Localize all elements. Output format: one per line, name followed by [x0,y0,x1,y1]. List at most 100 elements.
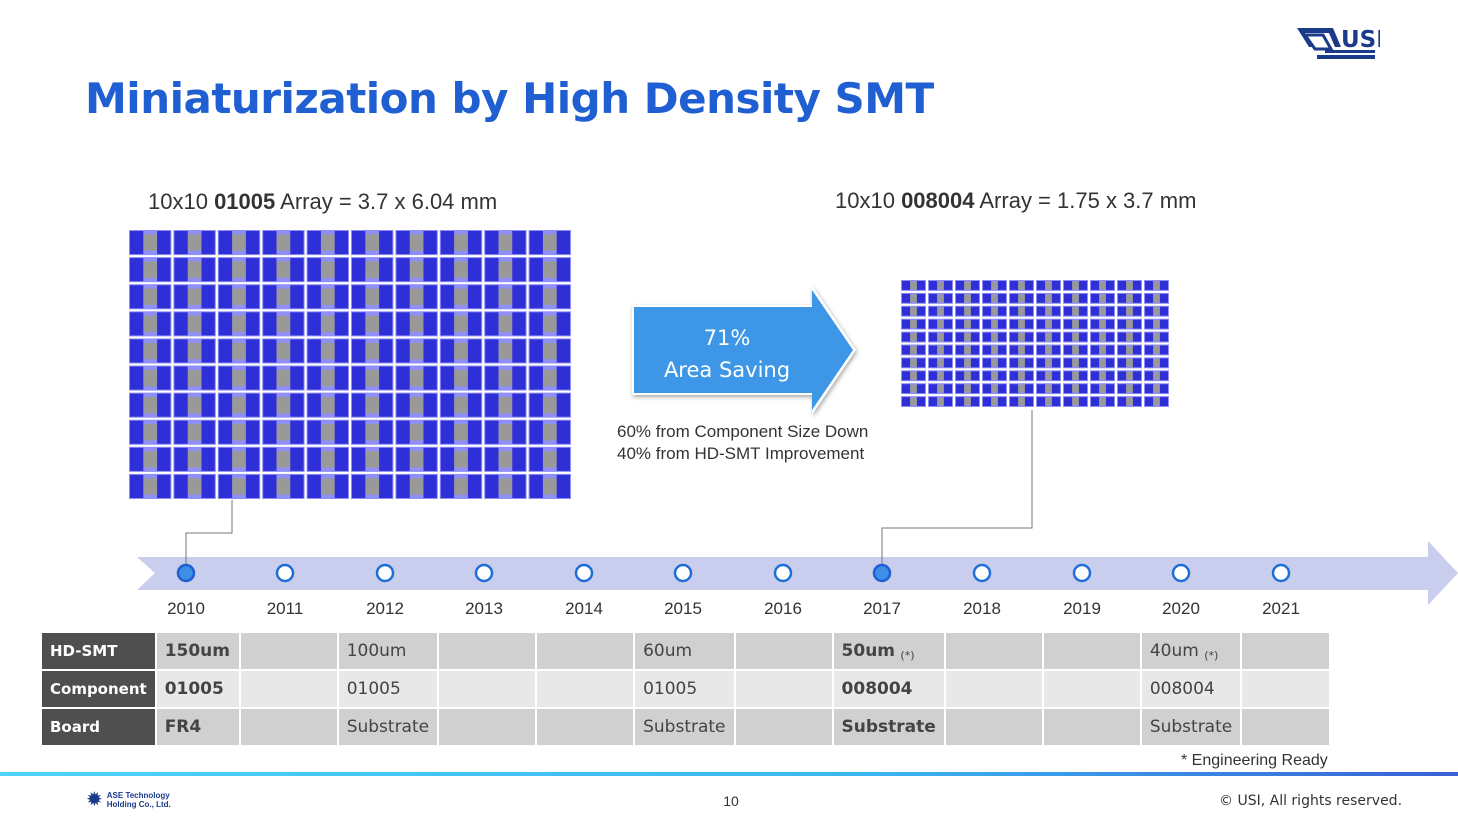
ase-logo: ✹ ASE Technology Holding Co., Ltd. [86,787,177,812]
right-array-component [982,318,1007,330]
right-array-component [955,305,980,317]
right-array-component [1144,305,1169,317]
cell-value: 008004 [1149,679,1215,699]
footnote: * Engineering Ready [1181,752,1328,769]
right-array-component [1036,318,1061,330]
table-cell [1240,631,1332,671]
right-array-component [928,305,953,317]
left-array-component [306,419,349,445]
table-cell: 01005 [154,669,241,709]
left-array-component [173,446,216,472]
table-row: Component 01005 01005 01005 008004 008004 [40,669,1332,709]
right-array-component [1036,331,1061,343]
left-array-component [262,473,305,499]
right-array-component [1117,280,1142,291]
right-array-component [955,280,980,291]
right-array-component [928,370,953,382]
left-array-component [395,446,438,472]
right-array-component [901,344,926,356]
company-name: ASE Technology Holding Co., Ltd. [106,790,171,809]
cell-value: 40um [1149,640,1199,661]
caption-suffix: Array = 3.7 x 6.04 mm [275,189,498,214]
left-array-component [528,473,571,499]
left-array-component [306,230,349,256]
milestone-2010 [176,563,196,583]
right-array-component [1063,357,1088,369]
left-array-component [129,284,172,310]
timeline-arrow [137,541,1458,605]
right-array-component [1144,292,1169,304]
right-array-component [901,357,926,369]
table-cell [733,669,834,709]
engineering-ready-mark: (*) [900,648,915,662]
right-array-component [1063,396,1088,407]
right-array-component [982,305,1007,317]
right-array-component [1090,370,1115,382]
right-array-component [1036,357,1061,369]
right-array-component [1009,357,1034,369]
left-array-component [395,338,438,364]
right-array-component [982,357,1007,369]
left-array-component [262,257,305,283]
right-array-component [982,292,1007,304]
right-array-component [1036,383,1061,395]
table-cell: 60um [633,631,736,671]
right-array-component [901,396,926,407]
milestone-2016 [773,563,793,583]
left-array-component [439,473,483,499]
left-array-component [439,311,483,337]
left-array-component [217,419,261,445]
year-label: 2010 [167,599,205,618]
right-array-component [1063,318,1088,330]
right-array-component [1009,331,1034,343]
left-array-component [528,338,571,364]
table-cell: Substrate [1139,707,1243,747]
left-array-component [129,257,172,283]
left-array-component [528,446,571,472]
cell-value: 01005 [164,679,224,699]
right-array-component [928,318,953,330]
table-cell: 01005 [633,669,736,709]
left-array-component [484,419,527,445]
milestone-2017 [872,563,892,583]
left-array-component [217,446,261,472]
left-array-component [439,446,483,472]
engineering-ready-mark: (*) [1204,648,1219,662]
left-array-component [439,257,483,283]
cell-value: 100um [346,641,407,661]
page-title: Miniaturization by High Density SMT [85,74,934,123]
table-cell: 01005 [336,669,440,709]
left-array-component [306,392,349,418]
left-array-component [129,446,172,472]
milestone-2020 [1171,563,1191,583]
svg-text:USI: USI [1341,27,1380,53]
left-array-component [351,284,394,310]
right-array-component [1009,344,1034,356]
percent-label: 71% [703,326,751,350]
table-cell: 008004 [831,669,946,709]
left-array-component [395,392,438,418]
table-cell [437,669,538,709]
left-array-component [173,419,216,445]
right-array-component [1090,357,1115,369]
right-array-component [1090,383,1115,395]
left-array-component [528,392,571,418]
row-header: HD-SMT [40,631,157,671]
cell-value: 150um [164,641,230,661]
left-array-component [351,473,394,499]
caption-prefix: 10x10 [835,188,902,213]
left-array-component [351,230,394,256]
left-array-component [484,338,527,364]
cell-value: 60um [643,641,693,661]
table-row: HD-SMT 150um 100um 60um 50um (*) 40um (*) [40,631,1332,671]
right-array-component [1036,305,1061,317]
left-array-component [484,365,527,391]
left-array-component [528,230,571,256]
connector-2010 [185,500,233,565]
left-array-component [395,419,438,445]
left-array-component [395,365,438,391]
milestone-2015 [673,563,693,583]
right-array-component [1009,318,1034,330]
left-array-component [351,446,394,472]
right-array-component [955,344,980,356]
